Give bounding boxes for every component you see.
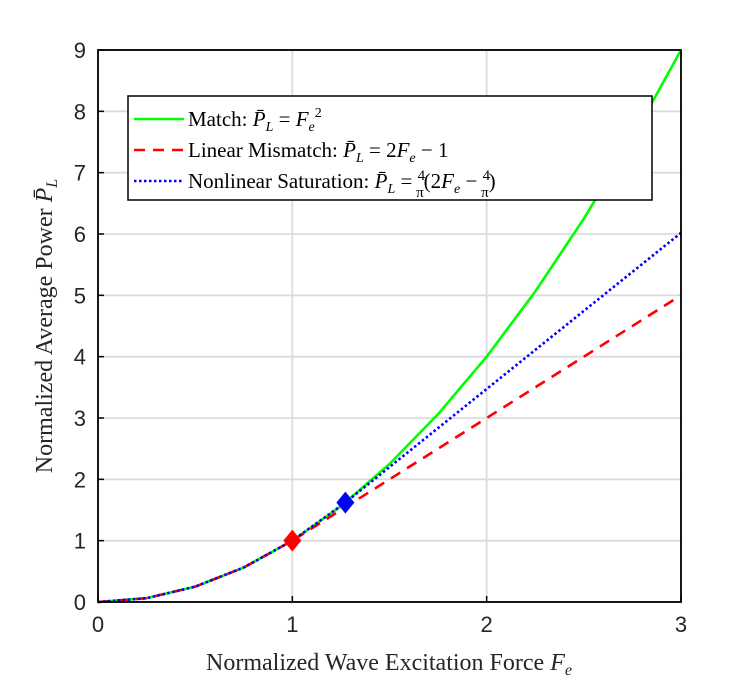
x-tick-label-0: 0 — [92, 612, 104, 637]
y-tick-label-8: 8 — [74, 99, 86, 124]
y-axis-label: Normalized Average Power P̄L — [32, 179, 61, 473]
legend-swatches — [134, 117, 184, 183]
x-tick-label-3: 3 — [675, 612, 687, 637]
x-axis-label: Normalized Wave Excitation Force Fe — [206, 650, 572, 679]
plot-markers — [283, 491, 355, 552]
legend-entry-linear-mismatch: Linear Mismatch: P̄L = 2Fe − 1 — [188, 138, 448, 166]
marker-diamond-0 — [283, 529, 302, 552]
y-tick-label-0: 0 — [74, 590, 86, 615]
plot-series — [97, 49, 683, 604]
marker-diamond-1 — [336, 491, 355, 514]
legend-entry-match: Match: P̄L = Fe2 — [188, 106, 322, 135]
y-tick-label-5: 5 — [74, 283, 86, 308]
y-tick-label-3: 3 — [74, 406, 86, 431]
x-tick-label-2: 2 — [481, 612, 493, 637]
legend-box — [127, 95, 653, 201]
x-tick-label-1: 1 — [286, 612, 298, 637]
y-tick-label-7: 7 — [74, 161, 86, 186]
y-tick-label-1: 1 — [74, 529, 86, 554]
x-axis-ticks: 0 1 2 3 — [92, 596, 687, 637]
y-axis-ticks: 0 1 2 3 4 5 6 7 8 9 — [74, 38, 104, 615]
y-tick-label-6: 6 — [74, 222, 86, 247]
legend: Match: P̄L = Fe2 Linear Mismatch: P̄L = … — [127, 95, 653, 201]
y-tick-label-2: 2 — [74, 467, 86, 492]
y-tick-label-9: 9 — [74, 38, 86, 63]
y-tick-label-4: 4 — [74, 345, 86, 370]
plot-frame — [97, 49, 682, 603]
series-line-2 — [97, 231, 682, 604]
